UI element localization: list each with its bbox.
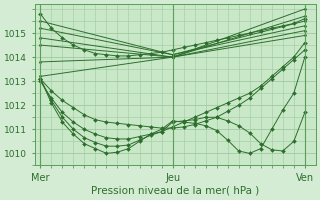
- X-axis label: Pression niveau de la mer( hPa ): Pression niveau de la mer( hPa ): [91, 186, 260, 196]
